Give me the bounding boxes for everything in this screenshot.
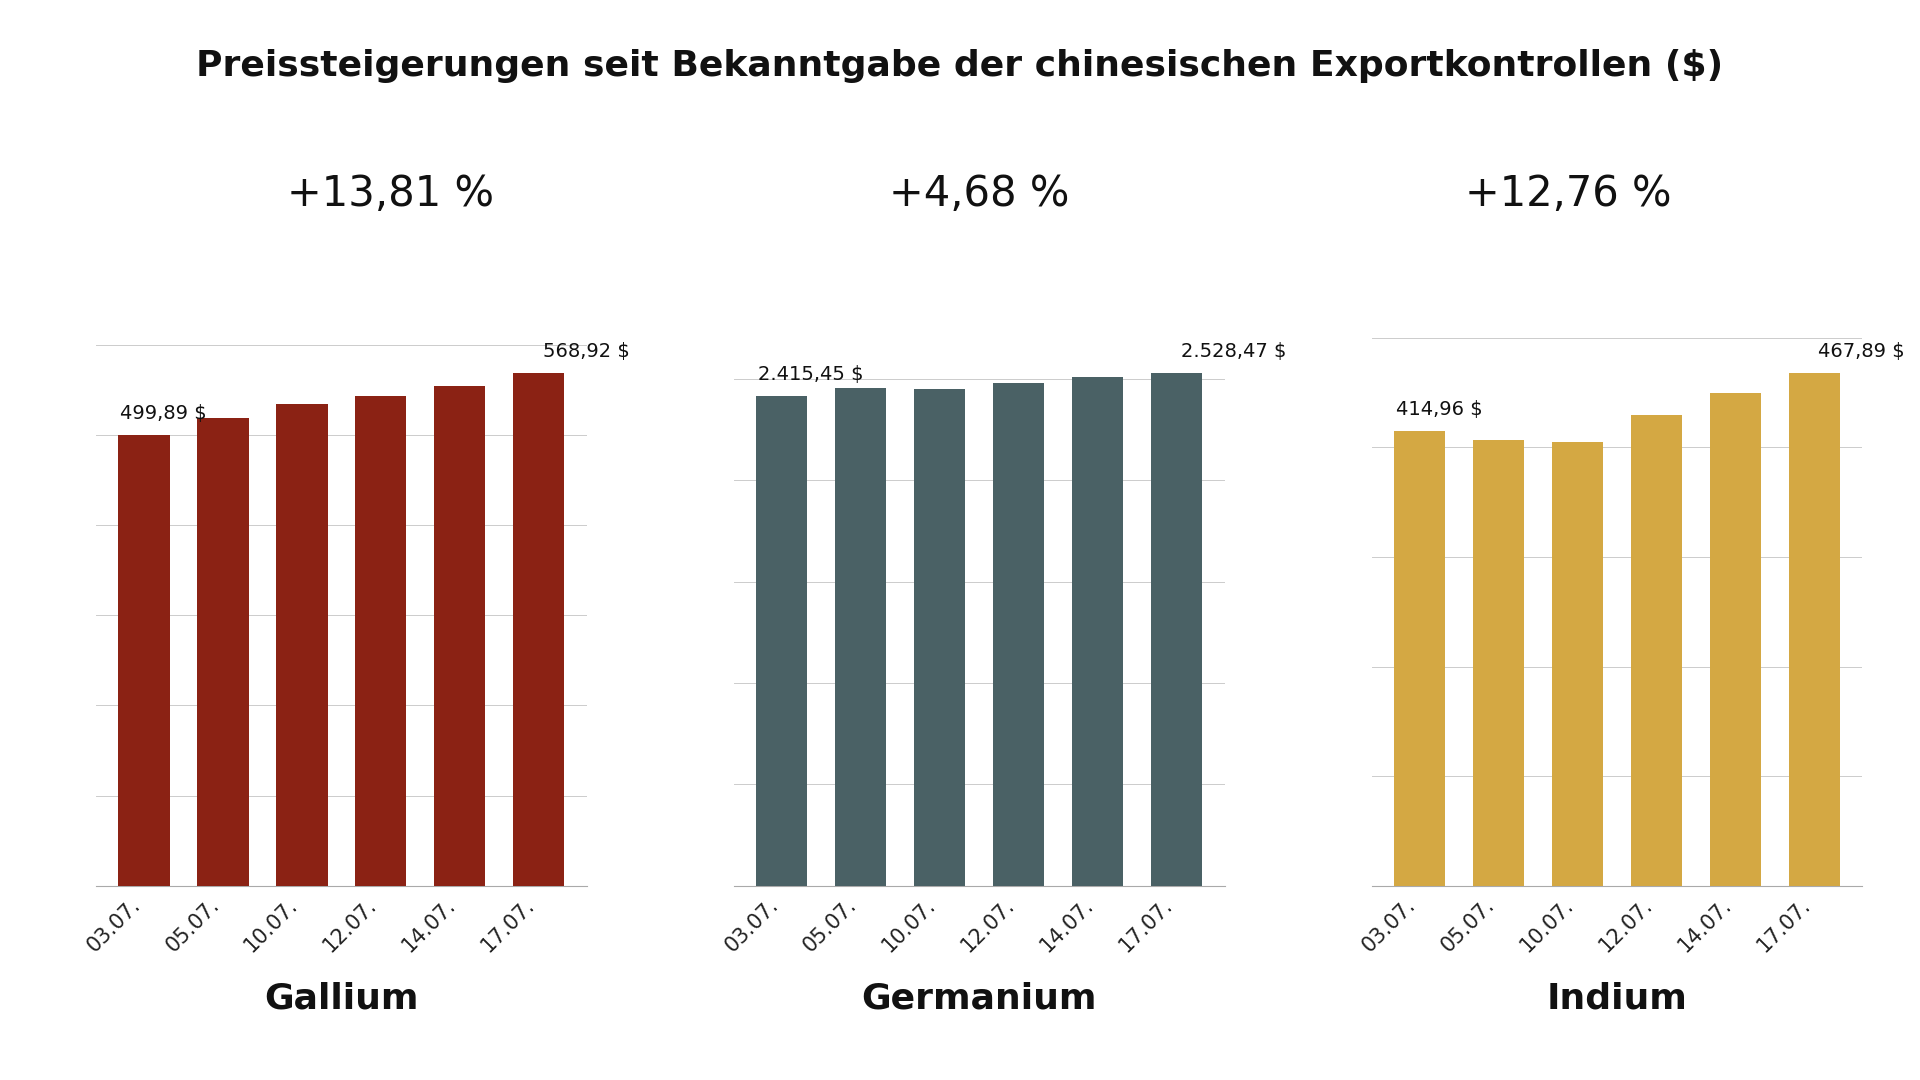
Text: +12,76 %: +12,76 % [1465, 174, 1670, 215]
Text: 2.528,47 $: 2.528,47 $ [1181, 342, 1286, 361]
Text: 2.415,45 $: 2.415,45 $ [758, 365, 864, 383]
Bar [835, 388, 887, 886]
Bar [993, 383, 1044, 886]
Bar [119, 435, 169, 886]
Text: +4,68 %: +4,68 % [889, 174, 1069, 215]
Bar [355, 396, 407, 886]
Bar [513, 373, 564, 886]
Bar [1150, 373, 1202, 886]
Bar [1711, 393, 1761, 886]
Bar [1473, 440, 1524, 886]
Bar [1071, 377, 1123, 886]
Text: +13,81 %: +13,81 % [286, 174, 493, 215]
Bar [1630, 415, 1682, 886]
Text: Preissteigerungen seit Bekanntgabe der chinesischen Exportkontrollen ($): Preissteigerungen seit Bekanntgabe der c… [196, 49, 1724, 82]
X-axis label: Germanium: Germanium [862, 982, 1096, 1015]
Text: 499,89 $: 499,89 $ [121, 404, 207, 423]
Text: 568,92 $: 568,92 $ [543, 342, 630, 361]
Bar [276, 404, 328, 886]
Bar [756, 396, 808, 886]
Text: 467,89 $: 467,89 $ [1818, 342, 1905, 361]
X-axis label: Gallium: Gallium [265, 982, 419, 1015]
Bar [1394, 431, 1446, 886]
Text: 414,96 $: 414,96 $ [1396, 400, 1482, 419]
Bar [1789, 373, 1839, 886]
Bar [1551, 442, 1603, 886]
Bar [914, 389, 966, 886]
Bar [198, 418, 248, 886]
X-axis label: Indium: Indium [1548, 982, 1688, 1015]
Bar [434, 386, 486, 886]
